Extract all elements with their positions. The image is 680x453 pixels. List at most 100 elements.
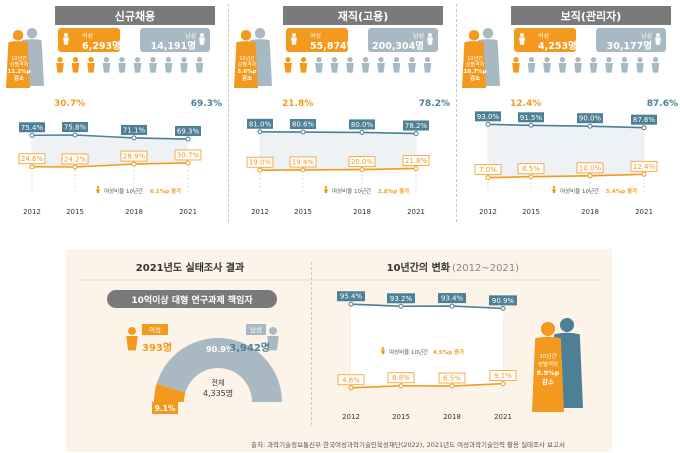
male-data-label: 93.2%: [390, 295, 413, 303]
male-count-icon-body: [655, 37, 661, 45]
male-data-label: 80.6%: [292, 121, 315, 129]
pictogram-person-head: [575, 57, 581, 63]
male-share-label: 87.6%: [647, 99, 678, 109]
x-tick-label: 2021: [635, 208, 653, 216]
male-data-label: 95.4%: [340, 293, 363, 301]
male-point: [131, 135, 137, 141]
male-count-label: 남성: [413, 32, 424, 40]
male-count-icon-head: [200, 33, 204, 37]
male-point: [587, 123, 593, 129]
male-count-icon-head: [428, 33, 432, 37]
pictogram-person-body: [423, 63, 432, 73]
pictogram-person-head: [409, 57, 415, 63]
female-point: [413, 165, 419, 171]
x-tick-label: 2021: [494, 413, 512, 421]
male-data-label-bg: [19, 122, 45, 133]
male-data-label-bg: [387, 293, 415, 304]
female-series-line: [350, 382, 504, 389]
female-data-label-bg: [337, 374, 365, 386]
pictogram-person-body: [636, 63, 644, 73]
x-tick-label: 2012: [251, 208, 269, 216]
pictogram-person-body: [330, 63, 339, 73]
male-count-icon-head: [656, 33, 660, 37]
gap-female-figure-body: [6, 41, 30, 88]
male-data-label: 80.0%: [351, 121, 374, 129]
gap-female-figure-head: [468, 29, 480, 41]
male-data-label-bg: [403, 120, 429, 131]
female-change-value: 4.5%p 증가: [433, 348, 464, 356]
male-data-label: 75.4%: [21, 124, 44, 132]
pictogram-person-head: [181, 57, 187, 63]
female-data-label-bg: [174, 149, 202, 161]
pictogram-person-head: [544, 57, 550, 63]
male-count-badge: [596, 28, 666, 52]
male-count-value: 30,177명: [607, 40, 652, 52]
female-data-label: 12.4%: [633, 163, 656, 171]
pictogram-person-body: [180, 63, 188, 73]
female-count-label: 여성: [82, 32, 93, 40]
pictogram-person-body: [346, 63, 354, 73]
pictogram-person-body: [408, 63, 416, 73]
pictogram-person-body: [118, 63, 126, 73]
female-count-badge: [514, 28, 576, 52]
female-data-label-bg: [246, 156, 274, 168]
male-count-badge: [140, 28, 210, 52]
pictogram-person-body: [315, 63, 323, 73]
female-data-label: 7.0%: [479, 166, 497, 174]
male-point: [485, 121, 491, 127]
female-count-icon-body: [291, 37, 297, 45]
male-point: [641, 125, 647, 131]
female-change-note: 여성비율 10년간: [389, 348, 428, 356]
gauge-male-slice: [156, 338, 282, 402]
share-band: [351, 304, 503, 388]
pictogram-person-head: [559, 57, 566, 63]
pictogram-person-head: [424, 57, 431, 63]
female-series-line: [259, 167, 417, 172]
male-count-badge: [368, 28, 438, 52]
bottom-pill: [107, 290, 277, 308]
female-count-icon-body: [519, 37, 525, 45]
pictogram-person-body: [392, 63, 401, 73]
gap-female-figure-body: [532, 336, 564, 412]
female-data-label: 10.0%: [579, 164, 602, 172]
male-data-label-bg: [62, 122, 88, 133]
panel-title: 보직(관리자): [561, 9, 622, 23]
x-tick-label: 2012: [23, 208, 41, 216]
pictogram-person-head: [134, 57, 141, 63]
male-data-label: 75.8%: [64, 124, 87, 132]
female-point: [500, 381, 506, 387]
gap-female-figure-body: [234, 41, 258, 88]
male-count-icon-body: [199, 37, 205, 45]
share-band: [488, 124, 644, 178]
female-change-value: 5.4%p 증가: [606, 187, 637, 195]
female-change-note: 여성비율 10년간: [560, 187, 599, 195]
pictogram-person-head: [331, 57, 338, 63]
gauge-female-slice: [154, 383, 186, 402]
gap-label-value: 12.2%p: [7, 69, 30, 75]
male-series-line: [350, 303, 504, 310]
male-point: [500, 305, 506, 311]
male-point: [185, 136, 191, 142]
bottom-left-title: 2021년도 실태조사 결과: [136, 261, 245, 274]
panel-title: 신규채용: [115, 9, 155, 23]
female-count-icon-head: [64, 33, 68, 37]
female-data-label-bg: [489, 370, 517, 382]
female-count-badge: [286, 28, 348, 52]
male-data-label-bg: [438, 293, 466, 304]
male-data-label: 91.5%: [520, 114, 543, 122]
source-note: 출처: 과학기술정보통신부·한국여성과학기술인육성재단(2022), 2021년…: [251, 440, 565, 449]
panel-divider: [456, 4, 457, 222]
gap-female-figure-head: [240, 29, 252, 41]
male-data-label: 81.0%: [249, 120, 272, 128]
female-data-label-bg: [576, 162, 604, 174]
female-point: [29, 164, 35, 170]
male-data-label-bg: [631, 114, 657, 125]
male-count-value: 200,304명: [372, 40, 424, 52]
female-count-badge: [58, 28, 120, 52]
male-point: [413, 131, 419, 137]
gap-label-line: 성별격차: [538, 360, 558, 368]
share-band: [260, 131, 416, 171]
female-data-label: 21.8%: [405, 157, 428, 165]
female-data-label-bg: [630, 160, 658, 172]
female-data-label: 20.0%: [351, 158, 374, 166]
